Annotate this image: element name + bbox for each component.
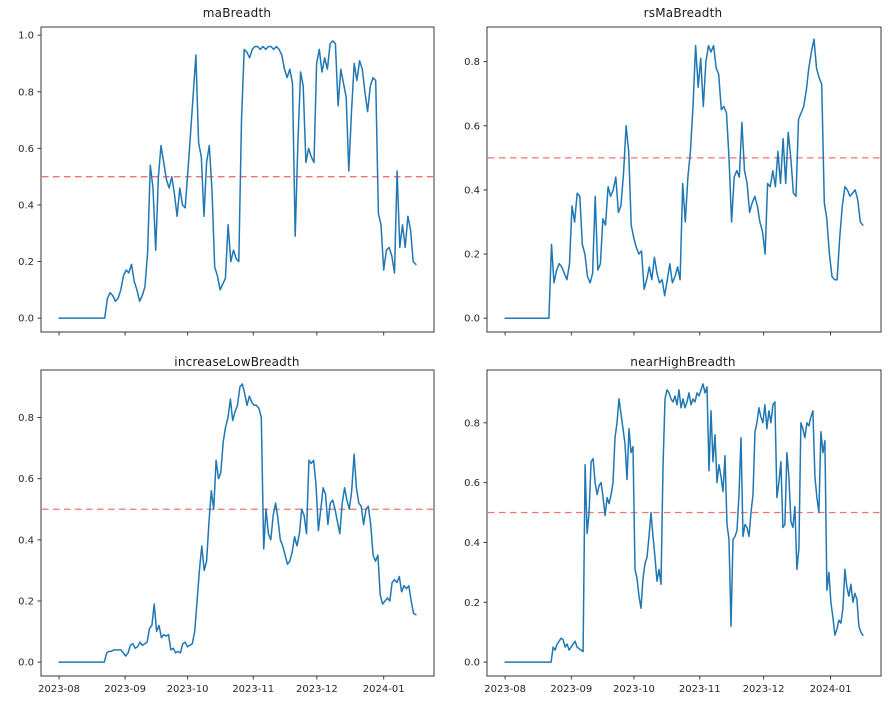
series-line: [504, 383, 864, 663]
subplot-maBreadth: maBreadth 0.0 0.2 0.4 0.6 0.8 1.0: [0, 0, 446, 355]
y-tick-label: 1.0: [18, 31, 34, 42]
x-tick-label: 2024-01: [363, 684, 405, 695]
y-tick-label: 0.4: [18, 200, 34, 211]
x-tick-label: 2023-12: [743, 684, 785, 695]
y-tick-label: 0.8: [464, 57, 480, 68]
series-line: [58, 383, 417, 663]
y-tick-label: 0.2: [464, 598, 480, 609]
x-tick-label: 2023-10: [167, 684, 209, 695]
y-tick-label: 0.8: [18, 413, 34, 424]
x-tick-label: 2024-01: [810, 684, 852, 695]
chart-title-increaseLowBreadth: increaseLowBreadth: [174, 355, 300, 369]
series-line: [504, 38, 864, 319]
x-tick-label: 2023-11: [679, 684, 721, 695]
y-tick-label: 0.2: [18, 257, 34, 268]
y-tick-label: 0.8: [18, 87, 34, 98]
axes-frame: [40, 369, 435, 677]
axes-frame: [40, 26, 435, 333]
x-tick-label: 2023-08: [38, 684, 80, 695]
y-tick-label: 0.4: [464, 538, 480, 549]
subplot-rsMaBreadth: rsMaBreadth 0.0 0.2 0.4 0.6 0.8: [446, 0, 893, 355]
y-tick-label: 0.6: [18, 144, 34, 155]
axes-frame: [486, 369, 882, 677]
x-tick-label: 2023-12: [296, 684, 338, 695]
y-tick-label: 0.6: [464, 478, 480, 489]
chart-canvas-maBreadth: 0.0 0.2 0.4 0.6 0.8 1.0: [18, 26, 435, 336]
y-tick-label: 0.0: [18, 314, 34, 325]
y-tick-label: 0.2: [18, 596, 34, 607]
y-tick-label: 0.8: [464, 418, 480, 429]
y-tick-label: 0.0: [464, 658, 480, 669]
subplot-increaseLowBreadth: increaseLowBreadth 0.0 0.2 0.4 0.6 0.8 2023-0…: [0, 355, 446, 709]
x-tick-label: 2023-11: [232, 684, 274, 695]
axes-frame: [486, 26, 882, 333]
subplot-nearHighBreadth: nearHighBreadth 0.0 0.2 0.4 0.6 0.8 2023-08 20…: [446, 355, 893, 709]
y-tick-label: 0.2: [464, 250, 480, 261]
series-line: [58, 40, 417, 319]
y-tick-label: 0.0: [18, 658, 34, 669]
chart-canvas-nearHighBreadth: 0.0 0.2 0.4 0.6 0.8 2023-08 2023-09 2023-10 2023…: [464, 369, 882, 695]
chart-title-maBreadth: maBreadth: [202, 6, 272, 20]
y-tick-label: 0.4: [464, 185, 480, 196]
x-tick-label: 2023-09: [104, 684, 146, 695]
y-tick-label: 0.4: [18, 535, 34, 546]
chart-title-nearHighBreadth: nearHighBreadth: [630, 355, 736, 369]
x-tick-label: 2023-09: [550, 684, 592, 695]
x-tick-label: 2023-10: [613, 684, 655, 695]
y-tick-label: 0.6: [18, 474, 34, 485]
y-tick-label: 0.0: [464, 314, 480, 325]
chart-canvas-rsMaBreadth: 0.0 0.2 0.4 0.6 0.8: [464, 26, 882, 336]
y-tick-label: 0.6: [464, 121, 480, 132]
chart-canvas-increaseLowBreadth: 0.0 0.2 0.4 0.6 0.8 2023-08 2023-09 2023-10 2023…: [18, 369, 435, 695]
chart-title-rsMaBreadth: rsMaBreadth: [643, 6, 723, 20]
x-tick-label: 2023-08: [484, 684, 526, 695]
